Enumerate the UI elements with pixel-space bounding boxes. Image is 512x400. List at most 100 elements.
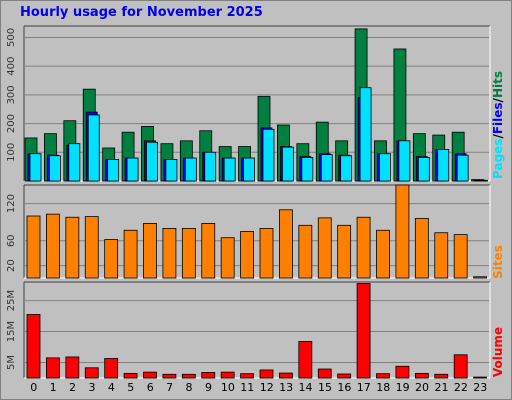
bar-pages: [417, 157, 430, 182]
bar-volume: [240, 373, 254, 379]
side-label-pages-files-hits: Pages/Files/Hits: [491, 71, 505, 179]
y-tick-label: 15M: [6, 321, 17, 342]
bar-sites: [414, 218, 429, 279]
bar-pages: [282, 146, 294, 182]
bar-pages: [107, 159, 120, 182]
bar-volume: [65, 356, 80, 379]
bar-sites: [65, 216, 80, 279]
bar-volume: [279, 372, 293, 379]
x-tick-label: 23: [473, 381, 487, 394]
x-tick-label: 18: [376, 381, 390, 394]
bar-pages: [243, 157, 255, 182]
bar-sites: [220, 237, 235, 279]
bar-sites: [259, 227, 274, 279]
x-tick-label: 4: [108, 381, 115, 394]
bar-volume: [46, 357, 60, 379]
bar-pages: [476, 180, 488, 182]
side-label-sites: Sites: [491, 245, 505, 279]
y-tick-label: 60: [6, 234, 17, 247]
bar-volume: [201, 372, 216, 379]
bar-pages: [359, 87, 372, 182]
bar-pages: [165, 159, 178, 182]
bar-volume: [162, 373, 177, 379]
bar-volume: [356, 283, 371, 379]
x-tick-label: 6: [147, 381, 154, 394]
side-label-part: Pages: [491, 139, 505, 179]
bar-pages: [398, 140, 411, 182]
bar-sites: [395, 184, 410, 279]
bar-sites: [26, 215, 41, 279]
bar-volume: [123, 372, 138, 379]
y-tick-label: 500: [6, 28, 17, 47]
bar-sites: [356, 216, 371, 279]
bar-volume: [84, 367, 99, 379]
bar-volume: [143, 371, 157, 379]
x-tick-label: 11: [240, 381, 254, 394]
side-label-part: Hits: [491, 71, 505, 98]
bar-volume: [104, 358, 119, 379]
x-tick-label: 19: [396, 381, 410, 394]
bar-sites: [240, 231, 254, 279]
bar-sites: [123, 229, 138, 279]
x-tick-label: 17: [357, 381, 371, 394]
y-tick-label: 100: [6, 143, 17, 162]
y-tick-label: 400: [6, 57, 17, 76]
x-tick-label: 3: [88, 381, 95, 394]
bar-pages: [87, 114, 100, 182]
x-tick-label: 5: [127, 381, 134, 394]
bar-pages: [49, 155, 61, 182]
bar-sites: [46, 213, 60, 279]
bar-pages: [126, 157, 139, 182]
bar-sites: [298, 224, 313, 279]
y-tick-label: 20: [6, 259, 17, 272]
bar-pages: [301, 157, 314, 182]
bar-volume: [414, 372, 429, 379]
bar-sites: [279, 209, 293, 279]
y-tick-label: 5M: [6, 355, 17, 370]
side-label-part: Files: [491, 102, 505, 134]
side-label-part: /: [491, 97, 505, 102]
bar-pages: [437, 149, 450, 182]
bar-volume: [298, 341, 313, 379]
bar-pages: [146, 141, 158, 182]
y-tick-label: 25M: [6, 290, 17, 311]
x-tick-label: 21: [434, 381, 448, 394]
bar-pages: [68, 143, 81, 182]
bar-sites: [181, 227, 196, 279]
x-tick-label: 16: [337, 381, 351, 394]
bar-pages: [340, 155, 353, 182]
chart-title: Hourly usage for November 2025: [20, 5, 263, 20]
x-tick-label: 0: [30, 381, 37, 394]
bar-pages: [29, 153, 42, 182]
bar-pages: [456, 154, 469, 182]
bar-pages: [223, 157, 236, 182]
x-tick-label: 13: [279, 381, 293, 394]
bar-sites: [473, 276, 487, 279]
y-tick-label: 200: [6, 114, 17, 133]
bar-volume: [26, 314, 41, 379]
bar-sites: [143, 223, 157, 279]
bar-volume: [181, 373, 196, 379]
bar-volume: [395, 365, 410, 379]
bar-volume: [220, 371, 235, 379]
bar-sites: [162, 227, 177, 279]
bar-volume: [259, 369, 274, 379]
x-tick-label: 12: [260, 381, 274, 394]
x-tick-label: 9: [205, 381, 212, 394]
bar-sites: [434, 232, 449, 279]
bar-sites: [453, 234, 468, 279]
bar-sites: [337, 224, 352, 279]
x-tick-label: 10: [221, 381, 235, 394]
bar-pages: [379, 153, 391, 182]
bar-volume: [434, 373, 449, 379]
bar-pages: [262, 128, 275, 182]
side-label-volume: Volume: [491, 327, 505, 377]
x-tick-label: 15: [318, 381, 332, 394]
x-tick-label: 8: [186, 381, 193, 394]
x-tick-label: 22: [454, 381, 468, 394]
x-tick-label: 20: [415, 381, 429, 394]
bar-volume: [317, 368, 332, 379]
bar-pages: [204, 151, 217, 182]
bar-sites: [317, 217, 332, 279]
